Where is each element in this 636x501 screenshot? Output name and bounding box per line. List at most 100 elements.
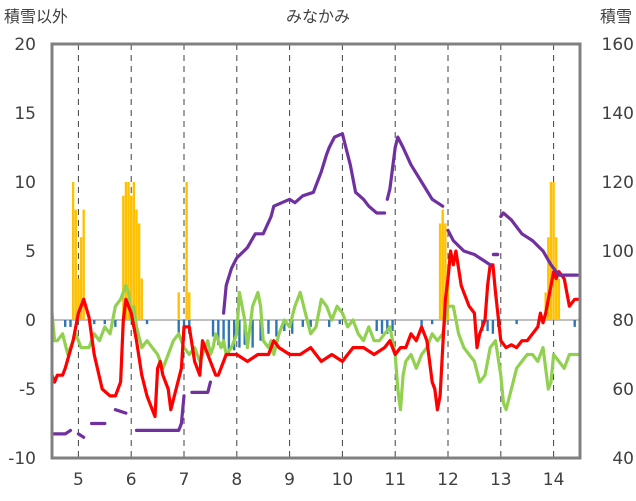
left-tick-label: 5 (25, 242, 36, 262)
snowfall-bar (140, 278, 143, 320)
precip_or_sunshine-bar (222, 320, 225, 348)
x-tick-label: 8 (231, 470, 242, 490)
precip_or_sunshine-bar (211, 320, 215, 337)
snowfall-bar (444, 223, 447, 320)
snowfall-bar (177, 292, 180, 320)
snowfall-bar (132, 182, 136, 320)
x-tick-label: 9 (284, 470, 295, 490)
right-tick-label: 60 (612, 380, 634, 400)
precip_or_sunshine-bar (338, 320, 341, 325)
precip_or_sunshine-bar (177, 320, 180, 337)
right-tick-label: 140 (602, 104, 634, 124)
x-tick-label: 12 (437, 470, 459, 490)
precip_or_sunshine-bar (386, 320, 389, 334)
temp_min-line (50, 283, 582, 412)
right-tick-label: 80 (612, 311, 634, 331)
snowfall-bar (188, 292, 191, 320)
precip_or_sunshine-bar (515, 320, 518, 325)
precip_or_sunshine-bar (486, 320, 489, 332)
precip_or_sunshine-bar (420, 320, 423, 327)
left-tick-label: 15 (14, 104, 36, 124)
snowfall-bar (122, 195, 125, 320)
snowfall-bar (185, 182, 188, 320)
snowfall-bar (124, 182, 128, 320)
chart-title: みなかみ (286, 7, 350, 26)
snowfall-bar (438, 223, 442, 320)
precip_or_sunshine-bar (114, 320, 117, 327)
x-tick-label: 6 (126, 470, 137, 490)
precip_or_sunshine-bar (232, 320, 236, 351)
precip_or_sunshine-bar (275, 320, 278, 337)
right-tick-label: 120 (602, 173, 634, 193)
snow_depth-line (134, 394, 186, 432)
precip_or_sunshine-bar (573, 320, 576, 327)
snow_depth-line (50, 428, 73, 436)
precip_or_sunshine-bar (64, 320, 67, 327)
precip_or_sunshine-bar (430, 320, 434, 325)
precip_or_sunshine-bar (328, 320, 331, 327)
grid (52, 44, 580, 458)
snowfall-bar (135, 209, 138, 320)
snowfall-bar (71, 182, 75, 320)
precip_or_sunshine-bar (291, 320, 294, 334)
snowfall-bar (547, 237, 550, 320)
precip_or_sunshine-bar (283, 320, 286, 332)
right-axis-ticks: 160 140 120 100 80 60 40 (602, 35, 634, 469)
x-axis-ticks: 5 6 7 8 9 10 11 12 13 14 (73, 470, 564, 490)
snowfall-bar (441, 209, 444, 320)
precip_or_sunshine-bar (145, 320, 149, 325)
x-tick-label: 5 (73, 470, 84, 490)
precip_or_sunshine-bar (103, 320, 106, 325)
precip_or_sunshine-bar (251, 320, 254, 348)
left-tick-label: 20 (14, 35, 36, 55)
plot-frame (50, 42, 582, 460)
precip_or_sunshine-bar (93, 320, 96, 325)
line-series (50, 132, 582, 439)
snowfall-bar (74, 209, 77, 320)
precip_or_sunshine-bar (238, 320, 241, 348)
snowfall-bar (82, 209, 85, 320)
x-tick-label: 7 (179, 470, 190, 490)
x-tick-label: 10 (332, 470, 354, 490)
right-tick-label: 40 (612, 449, 634, 469)
left-axis-ticks: 20 15 10 5 0 -5 -10 (8, 35, 36, 469)
snow_depth-line (190, 380, 212, 394)
snowfall-bar (127, 182, 130, 320)
precip_or_sunshine-bar (391, 320, 394, 332)
snowfall-bar (79, 237, 83, 320)
snowfall-bar (446, 264, 450, 320)
right-tick-label: 100 (602, 242, 634, 262)
snow_depth-line (222, 132, 387, 315)
precip_or_sunshine-bar (267, 320, 270, 334)
left-tick-label: 10 (14, 173, 36, 193)
snowfall-bar (557, 278, 561, 320)
precip_or_sunshine-bar (217, 320, 220, 345)
snowfall-bar (77, 278, 80, 320)
snowfall-bar (552, 182, 555, 320)
snow_depth-line (76, 432, 86, 439)
precip_or_sunshine-bar (380, 320, 384, 334)
precip_or_sunshine-bar (309, 320, 312, 327)
left-tick-label: 0 (25, 311, 36, 331)
snow_depth-line (385, 135, 445, 208)
left-tick-label: -10 (8, 449, 36, 469)
x-tick-label: 11 (384, 470, 406, 490)
left-axis-label: 積雪以外 (4, 7, 68, 26)
precip_or_sunshine-bar (491, 320, 495, 334)
precip_or_sunshine-bar (259, 320, 262, 341)
temp_max-line (50, 249, 582, 419)
precip_or_sunshine-bar (227, 320, 231, 355)
right-tick-label: 160 (602, 35, 634, 55)
bar-series (64, 182, 576, 355)
x-tick-label: 14 (543, 470, 565, 490)
snowfall-bar (549, 182, 553, 320)
precip_or_sunshine-bar (301, 320, 304, 327)
precip_or_sunshine-bar (69, 320, 72, 327)
snow_depth-line (446, 228, 492, 267)
precip_or_sunshine-bar (375, 320, 378, 332)
snowfall-bar (137, 223, 141, 320)
snowfall-bar (130, 195, 133, 320)
right-axis-label: 積雪 (600, 7, 632, 26)
x-tick-label: 13 (490, 470, 512, 490)
